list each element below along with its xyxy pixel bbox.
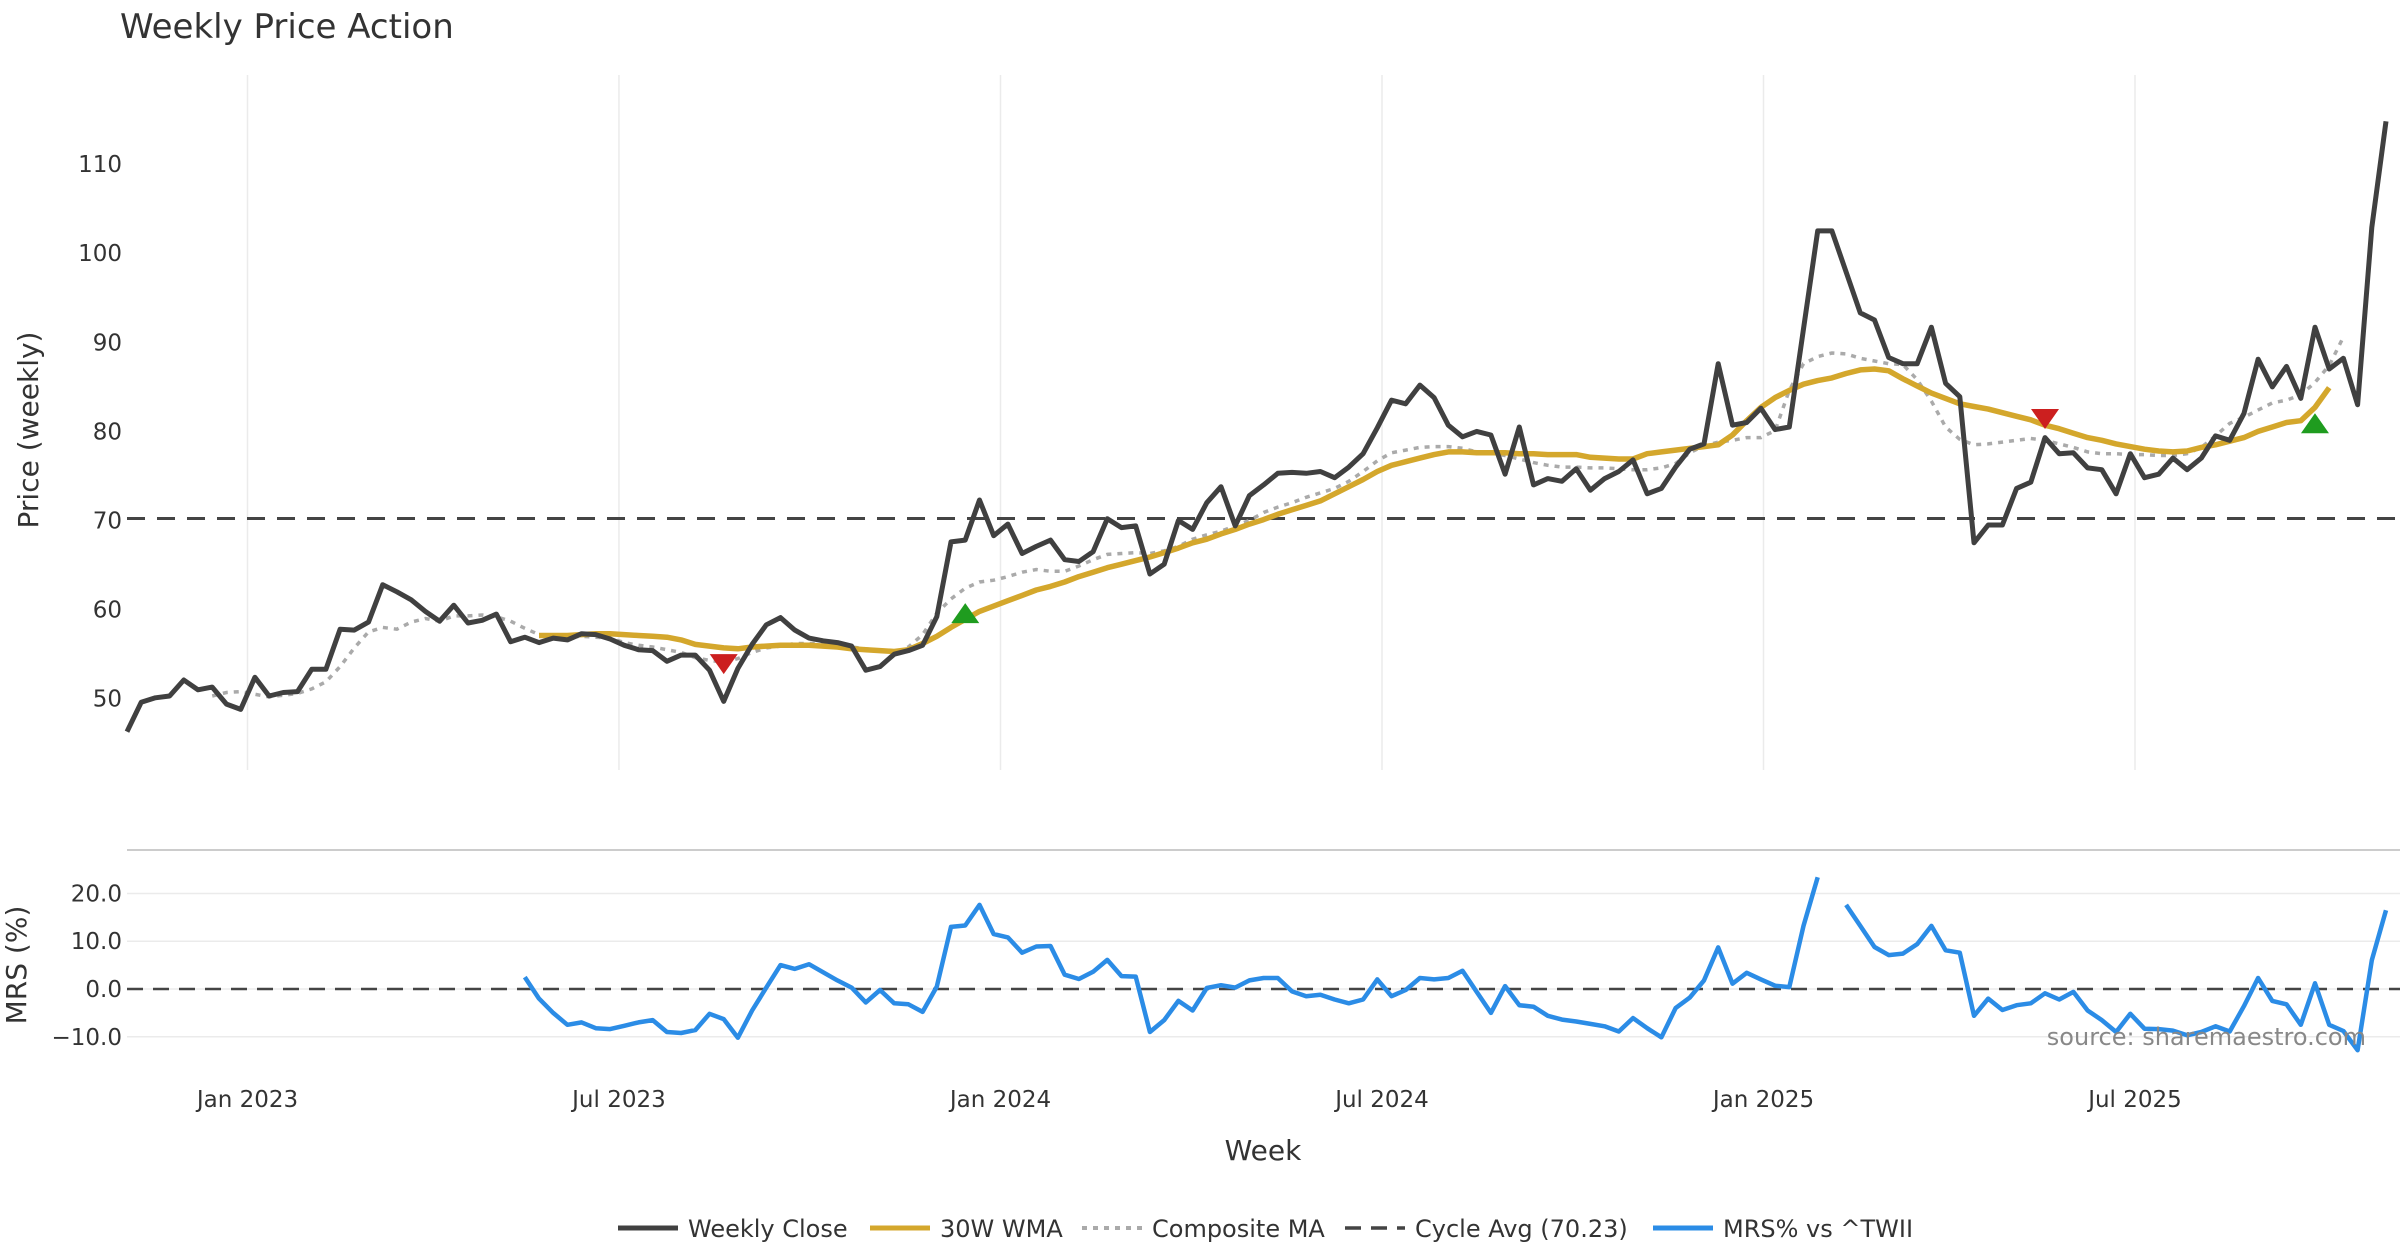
buy-signal-marker — [951, 603, 980, 624]
price-y-tick-label: 90 — [93, 330, 122, 356]
mrs-panel-grid — [127, 892, 2400, 1038]
price-axis-label: Price (weekly) — [12, 332, 45, 529]
x-axis-label: Week — [1225, 1134, 1302, 1167]
price-panel-grid — [246, 75, 2136, 770]
mrs-line — [522, 876, 2389, 1053]
weekly-close-line — [124, 120, 2389, 733]
sell-signal-marker — [2031, 409, 2060, 430]
x-tick-label: Jul 2023 — [570, 1087, 666, 1113]
x-tick-label: Jan 2023 — [195, 1087, 298, 1113]
mrs-y-tick-label: 0.0 — [85, 977, 122, 1003]
mrs-axis-label: MRS (%) — [0, 906, 33, 1025]
x-tick-label: Jan 2024 — [948, 1087, 1051, 1113]
source-label: source: sharemaestro.com — [2047, 1023, 2366, 1051]
price-y-tick-label: 110 — [78, 152, 122, 178]
mrs-y-tick-label: 20.0 — [71, 881, 122, 907]
x-tick-label: Jan 2025 — [1711, 1087, 1814, 1113]
price-y-ticks: 50 60 70 80 90 100 110 — [78, 152, 122, 713]
x-tick-label: Jul 2025 — [2086, 1087, 2182, 1113]
price-y-tick-label: 80 — [93, 419, 122, 445]
price-y-tick-label: 60 — [93, 598, 122, 624]
legend-label: Weekly Close — [688, 1215, 848, 1243]
price-y-tick-label: 100 — [78, 241, 122, 267]
mrs-y-tick-label: −10.0 — [52, 1025, 122, 1051]
sell-signal-marker — [709, 654, 738, 675]
x-tick-label: Jul 2024 — [1333, 1087, 1429, 1113]
x-ticks: Jan 2023 Jul 2023 Jan 2024 Jul 2024 Jan 2025… — [195, 1087, 2182, 1113]
buy-signal-marker — [2300, 413, 2329, 434]
signal-markers — [709, 409, 2329, 675]
legend-label: Cycle Avg (70.23) — [1415, 1215, 1628, 1243]
wma-30w-line — [539, 366, 2332, 655]
legend-label: 30W WMA — [940, 1215, 1063, 1243]
legend-label: MRS% vs ^TWII — [1723, 1215, 1913, 1243]
chart-title: Weekly Price Action — [120, 7, 454, 47]
price-y-tick-label: 50 — [93, 687, 122, 713]
legend: Weekly Close 30W WMA Composite MA Cycle Avg… — [618, 1215, 1913, 1243]
legend-label: Composite MA — [1152, 1215, 1325, 1243]
mrs-y-tick-label: 10.0 — [71, 929, 122, 955]
price-y-tick-label: 70 — [93, 509, 122, 535]
mrs-y-ticks: 20.0 10.0 0.0 −10.0 — [52, 881, 122, 1050]
